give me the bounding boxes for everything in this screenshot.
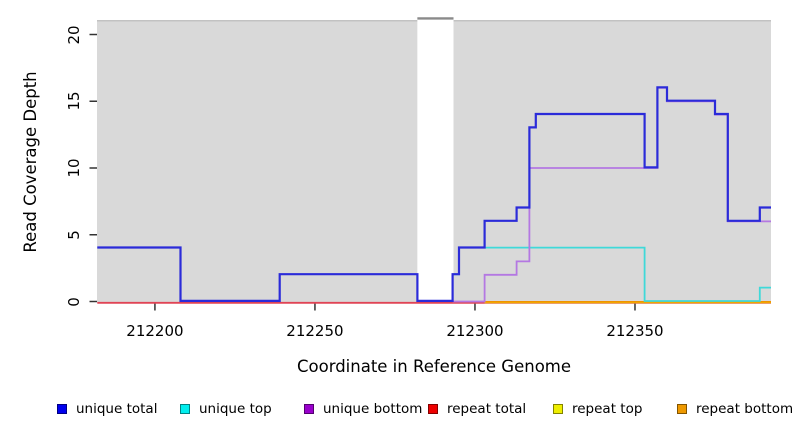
x-axis-title: Coordinate in Reference Genome — [296, 357, 572, 376]
y-tick-label: 0 — [65, 296, 83, 307]
legend-item-unique-top: unique top — [180, 400, 272, 418]
x-tick-label: 212200 — [126, 322, 184, 340]
y-tick-label: 10 — [65, 158, 83, 178]
legend-swatch-icon — [428, 404, 438, 414]
x-tick-label: 212250 — [286, 322, 344, 340]
y-tick-label: 5 — [65, 229, 83, 240]
legend-label: repeat top — [572, 401, 643, 417]
legend-item-repeat-total: repeat total — [428, 400, 526, 418]
legend-label: unique top — [199, 401, 272, 417]
legend-label: repeat total — [447, 401, 527, 417]
x-tick-label: 212300 — [446, 322, 504, 340]
legend-swatch-icon — [677, 404, 687, 414]
legend-label: unique total — [76, 401, 158, 417]
legend-item-repeat-bottom: repeat bottom — [677, 400, 792, 418]
y-axis-title: Read Coverage Depth — [21, 71, 40, 253]
legend-item-unique-bottom: unique bottom — [304, 400, 422, 418]
legend-item-repeat-top: repeat top — [553, 400, 642, 418]
y-tick-label: 20 — [65, 24, 83, 45]
x-tick-label: 212350 — [606, 322, 664, 340]
masked-region — [417, 19, 454, 303]
y-tick-label: 15 — [65, 91, 83, 111]
series-line-unique-total — [97, 86, 771, 302]
legend-swatch-icon — [553, 404, 563, 414]
legend-swatch-icon — [57, 404, 67, 414]
legend-item-unique-total: unique total — [57, 400, 157, 418]
legend-swatch-icon — [180, 404, 190, 414]
legend-swatch-icon — [304, 404, 314, 414]
legend-label: repeat bottom — [696, 401, 792, 417]
legend-label: unique bottom — [323, 401, 423, 417]
